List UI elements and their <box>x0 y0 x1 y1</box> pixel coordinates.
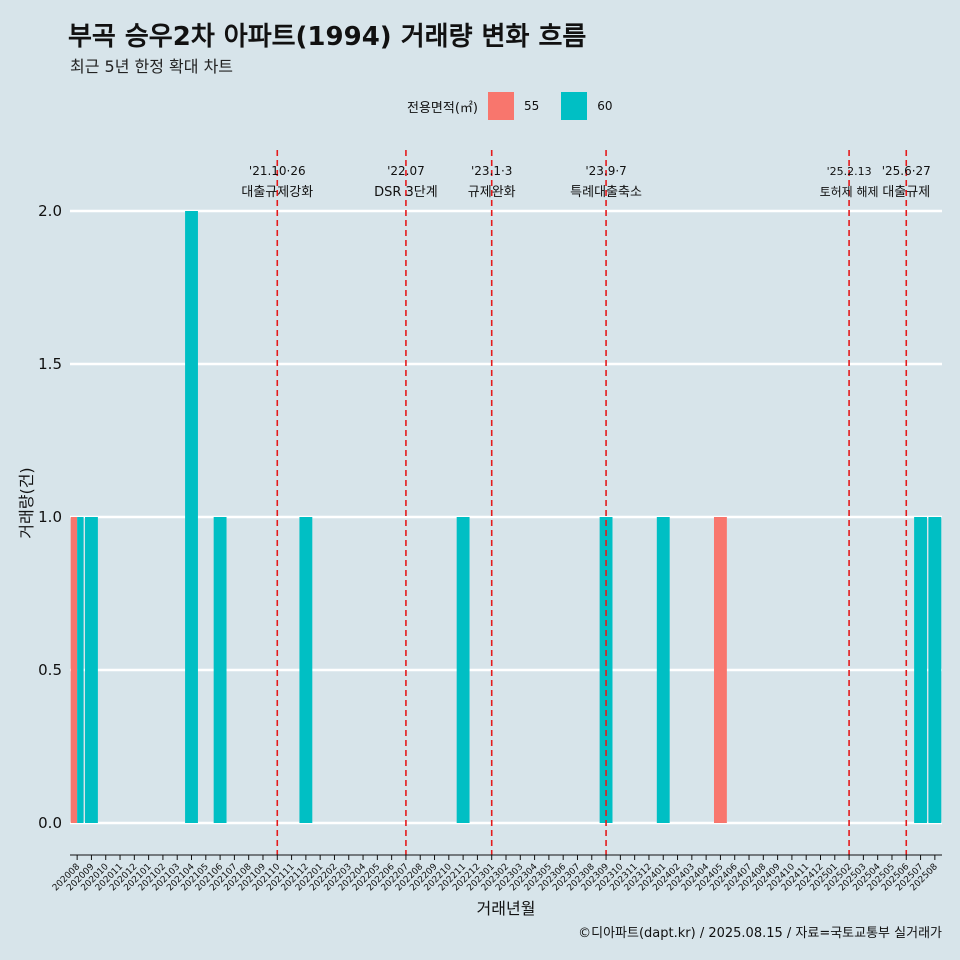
event-label: DSR 3단계 <box>374 185 438 200</box>
event-label: 특례대출축소 <box>570 185 642 200</box>
y-tick-label: 2.0 <box>38 202 62 220</box>
bar-202104-60 <box>185 211 198 823</box>
event-date: '21.10·26 <box>249 164 306 178</box>
bar-202508-60 <box>928 517 942 823</box>
legend: 전용면적(㎡) 55 60 <box>407 92 635 120</box>
bar-202401-60 <box>656 517 670 823</box>
legend-swatch-55 <box>487 92 514 120</box>
event-label: 대출규제 <box>882 185 930 200</box>
event-label: 규제완화 <box>468 185 516 200</box>
chart-title: 부곡 승우2차 아파트(1994) 거래량 변화 흐름 <box>68 22 587 52</box>
bar-202008-55 <box>70 517 78 823</box>
event-date: '25.2.13 <box>827 165 872 178</box>
y-tick-label: 0.0 <box>38 814 62 832</box>
bar-202106-60 <box>213 517 227 823</box>
caption: ©디아파트(dapt.kr) / 2025.08.15 / 자료=국토교통부 실… <box>578 926 942 941</box>
legend-title: 전용면적(㎡) <box>407 100 478 116</box>
y-axis-title: 거래량(건) <box>17 467 36 538</box>
bar-202009-60 <box>85 517 98 823</box>
y-tick-label: 0.5 <box>38 661 62 679</box>
y-tick-label: 1.0 <box>38 508 62 526</box>
x-axis-title: 거래년월 <box>477 899 536 918</box>
legend-label-60: 60 <box>597 99 613 113</box>
chart-subtitle: 최근 5년 한정 확대 차트 <box>70 57 234 76</box>
legend-label-55: 55 <box>523 99 540 113</box>
bar-202507-60 <box>914 517 927 823</box>
bar-202008-60 <box>77 517 84 823</box>
legend-swatch-60 <box>561 92 588 120</box>
event-date: '25.6·27 <box>882 164 931 178</box>
event-date: '23.1·3 <box>471 164 512 178</box>
event-label: 토허제 해제 <box>820 185 879 199</box>
y-tick-label: 1.5 <box>38 355 62 373</box>
bar-202211-60 <box>456 517 470 823</box>
bar-202112-60 <box>299 517 313 823</box>
event-label: 대출규제강화 <box>241 185 313 200</box>
event-date: '22.07 <box>387 164 425 178</box>
bar-202405-55 <box>713 517 727 823</box>
event-date: '23.9·7 <box>585 164 626 178</box>
